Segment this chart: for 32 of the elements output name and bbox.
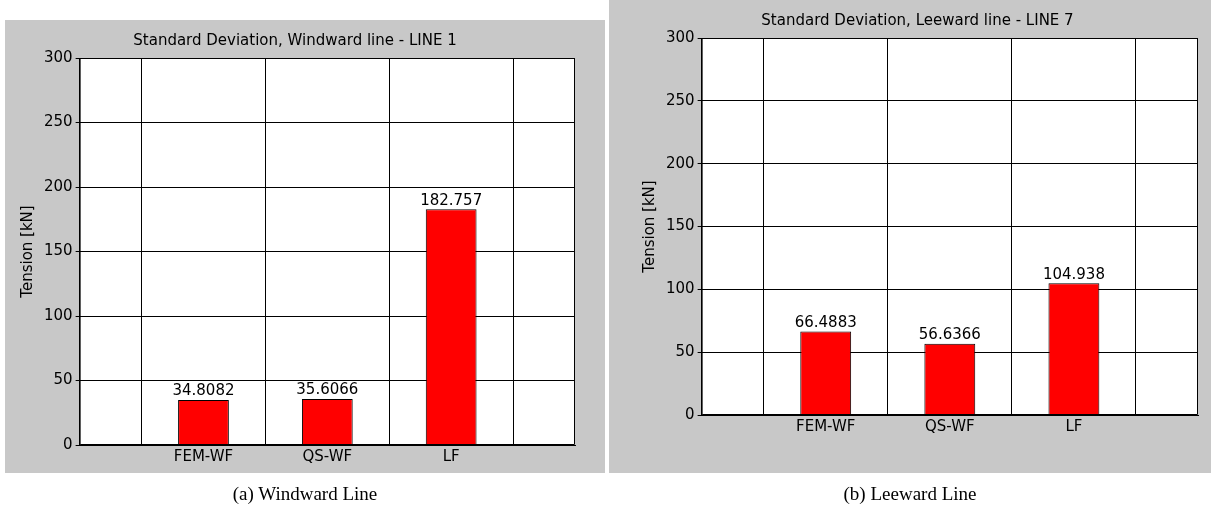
y-tick-label: 300 [43,47,73,66]
data-label: 56.6366 [918,325,981,344]
data-label: 66.4883 [794,312,857,331]
y-tick-label: 200 [665,153,695,172]
chart-title: Standard Deviation, Windward line - LINE 1 [133,30,457,49]
y-tick-label: 200 [43,176,73,195]
chart-title: Standard Deviation, Leeward line - LINE 7 [761,10,1074,29]
y-tick-label: 0 [685,404,695,423]
data-label: 34.8082 [172,381,235,400]
y-tick-label: 250 [665,90,695,109]
x-tick-label: FEM-WF [173,446,234,465]
y-axis-title: Tension [kN] [17,205,36,299]
data-label: 182.757 [420,190,483,209]
x-tick-label: LF [442,446,460,465]
y-tick-label: 100 [43,305,73,324]
y-tick-label: 300 [665,27,695,46]
y-tick-label: 50 [675,342,695,361]
y-axis-title: Tension [kN] [639,180,658,274]
y-tick-label: 250 [43,112,73,131]
y-tick-label: 150 [43,241,73,260]
x-tick-label: QS-WF [925,416,975,435]
data-label: 35.6066 [296,380,359,399]
text: (a) Windward Line [231,483,379,505]
x-tick-label: FEM-WF [796,416,856,435]
y-tick-label: 100 [665,279,695,298]
y-tick-label: 0 [63,434,73,453]
y-tick-label: 150 [665,216,695,235]
data-label: 104.938 [1042,264,1105,283]
x-tick-label: LF [1065,416,1083,435]
y-tick-label: 50 [53,370,73,389]
text: (b) Leeward Line [842,483,978,505]
x-tick-label: QS-WF [302,446,353,465]
